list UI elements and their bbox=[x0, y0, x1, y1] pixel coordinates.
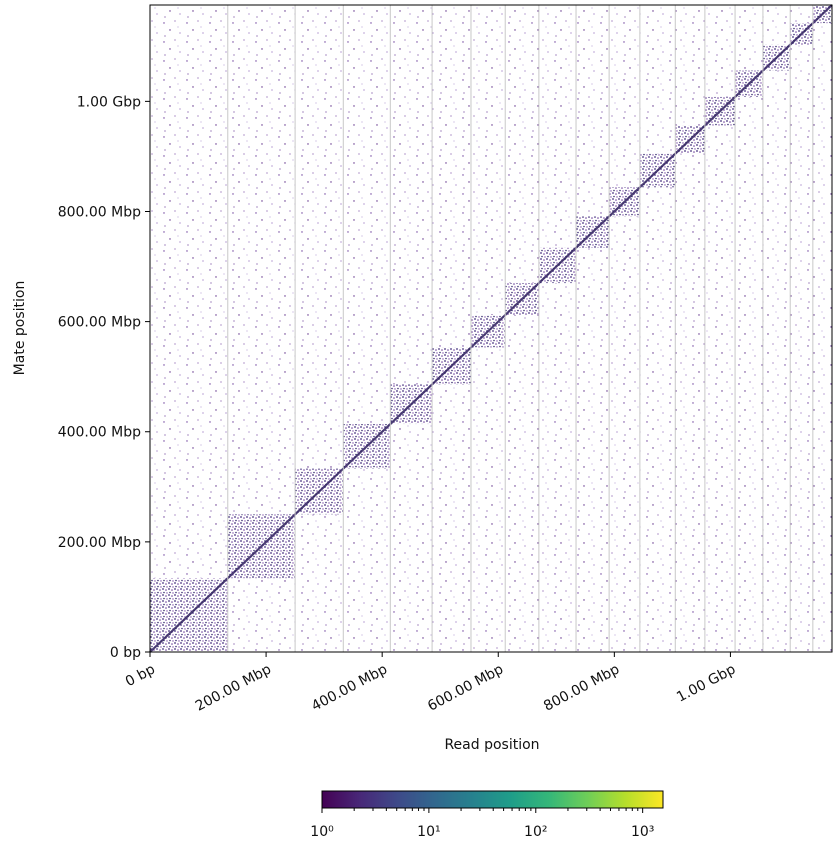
diagonal-line bbox=[538, 247, 577, 284]
colorbar-tick-label: 10³ bbox=[631, 824, 654, 840]
diagonal-line bbox=[575, 215, 610, 249]
diagonal-line bbox=[504, 282, 540, 316]
x-tick-label: 800.00 Mbp bbox=[541, 661, 622, 714]
x-tick-label: 400.00 Mbp bbox=[309, 661, 390, 714]
colorbar bbox=[321, 790, 664, 809]
x-tick-label: 600.00 Mbp bbox=[425, 661, 506, 714]
diagonal-line bbox=[704, 96, 736, 127]
y-tick-label: 400.00 Mbp bbox=[58, 425, 141, 441]
colorbar-tick-label: 10¹ bbox=[417, 824, 440, 840]
y-tick-label: 800.00 Mbp bbox=[58, 204, 141, 220]
diagonal-line bbox=[294, 467, 345, 516]
colorbar-tick-label: 10⁰ bbox=[310, 824, 334, 840]
y-tick-label: 1.00 Gbp bbox=[77, 94, 141, 110]
y-tick-label: 200.00 Mbp bbox=[58, 535, 141, 551]
diagonal-line bbox=[789, 22, 814, 46]
x-tick-label: 0 bp bbox=[123, 661, 158, 690]
diagonal-line bbox=[812, 4, 833, 24]
diagonal-line bbox=[389, 383, 433, 425]
y-tick-label: 600.00 Mbp bbox=[58, 315, 141, 331]
diagonal-line bbox=[342, 423, 392, 470]
diagonal-line bbox=[431, 346, 472, 386]
x-axis-label: Read position bbox=[444, 737, 539, 753]
diagonal-line bbox=[734, 69, 764, 98]
x-tick-label: 200.00 Mbp bbox=[193, 661, 274, 714]
diagonal-line bbox=[639, 152, 677, 189]
colorbar-tick-label: 10² bbox=[524, 824, 547, 840]
diagonal-line bbox=[227, 513, 296, 580]
y-axis-label: Mate position bbox=[12, 281, 28, 376]
diagonal-line bbox=[608, 186, 641, 218]
diagonal-line bbox=[470, 314, 506, 349]
y-tick-label: 0 bp bbox=[110, 645, 141, 661]
diagonal-line bbox=[762, 43, 791, 72]
x-tick-label: 1.00 Gbp bbox=[674, 661, 738, 705]
diagonal-line bbox=[149, 577, 229, 653]
diagonal-line bbox=[674, 124, 706, 155]
plot-frame bbox=[149, 4, 833, 653]
